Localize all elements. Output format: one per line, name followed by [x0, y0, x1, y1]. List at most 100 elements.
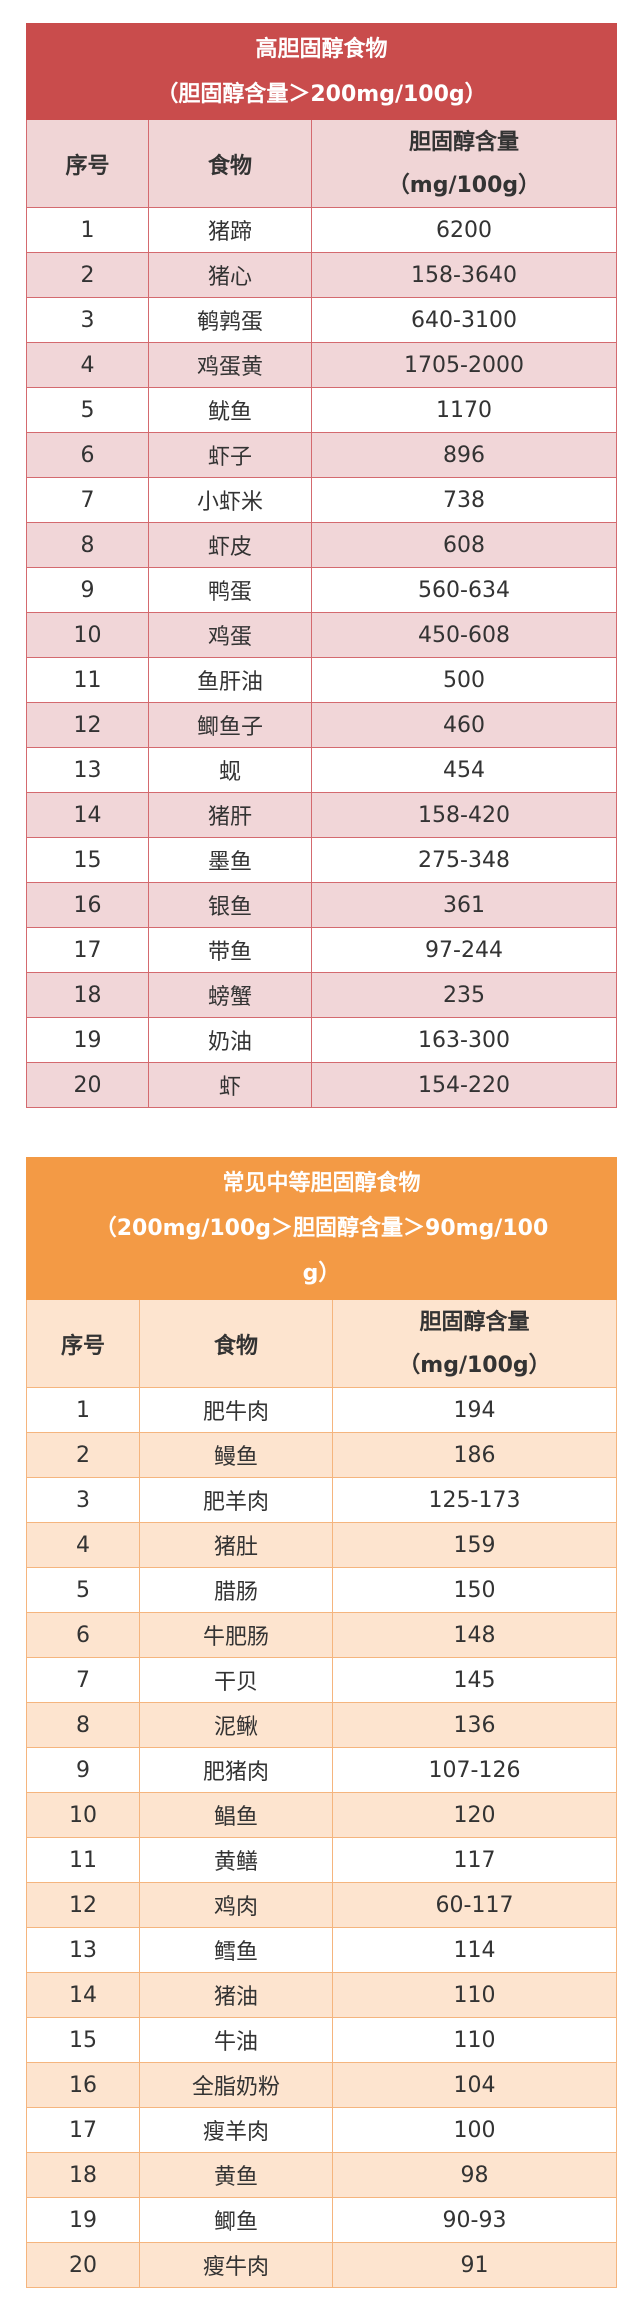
row-number: 11 [26, 1837, 140, 1883]
table-row: 13 鳕鱼 114 [26, 1927, 617, 1973]
row-number: 4 [26, 1522, 140, 1568]
cholesterol-value: 450-608 [311, 612, 617, 658]
table-row: 6 牛肥肠 148 [26, 1612, 617, 1658]
food-name: 虾皮 [148, 522, 312, 568]
table-header-row: 序号 食物 胆固醇含量 （mg/100g） [26, 1299, 617, 1388]
food-name: 黄鳝 [139, 1837, 333, 1883]
cholesterol-value: 1705-2000 [311, 342, 617, 388]
cholesterol-value: 117 [332, 1837, 617, 1883]
high-cholesterol-table: 高胆固醇食物 （胆固醇含量＞200mg/100g） 序号 食物 胆固醇含量 （m… [26, 23, 617, 1108]
table-title: 常见中等胆固醇食物 [222, 1171, 421, 1196]
row-number: 16 [26, 882, 149, 928]
food-name: 鳗鱼 [139, 1432, 333, 1478]
table-row: 3 鹌鹑蛋 640-3100 [26, 297, 617, 343]
row-number: 12 [26, 1882, 140, 1928]
food-name: 螃蟹 [148, 972, 312, 1018]
cholesterol-value: 500 [311, 657, 617, 703]
food-name: 小虾米 [148, 477, 312, 523]
table-row: 18 黄鱼 98 [26, 2152, 617, 2198]
row-number: 10 [26, 612, 149, 658]
food-name: 牛肥肠 [139, 1612, 333, 1658]
table-row: 1 猪蹄 6200 [26, 207, 617, 253]
row-number: 20 [26, 1062, 149, 1108]
table-row: 8 虾皮 608 [26, 522, 617, 568]
food-name: 肥牛肉 [139, 1387, 333, 1433]
cholesterol-value: 145 [332, 1657, 617, 1703]
header-no: 序号 [26, 119, 149, 208]
header-food: 食物 [139, 1299, 333, 1388]
food-name: 墨鱼 [148, 837, 312, 883]
table-row: 14 猪肝 158-420 [26, 792, 617, 838]
table-row: 1 肥牛肉 194 [26, 1387, 617, 1433]
table-row: 9 鸭蛋 560-634 [26, 567, 617, 613]
cholesterol-value: 275-348 [311, 837, 617, 883]
food-name: 黄鱼 [139, 2152, 333, 2198]
cholesterol-value: 154-220 [311, 1062, 617, 1108]
table-row: 12 鸡肉 60-117 [26, 1882, 617, 1928]
cholesterol-value: 194 [332, 1387, 617, 1433]
cholesterol-value: 158-420 [311, 792, 617, 838]
table-row: 4 猪肚 159 [26, 1522, 617, 1568]
row-number: 15 [26, 837, 149, 883]
food-name: 银鱼 [148, 882, 312, 928]
table-row: 7 小虾米 738 [26, 477, 617, 523]
cholesterol-value: 608 [311, 522, 617, 568]
row-number: 14 [26, 1972, 140, 2018]
table-row: 14 猪油 110 [26, 1972, 617, 2018]
medium-cholesterol-table-body: 常见中等胆固醇食物 （200mg/100g＞胆固醇含量＞90mg/100 g） … [26, 1157, 617, 2288]
table-row: 10 鲳鱼 120 [26, 1792, 617, 1838]
food-name: 鸡蛋黄 [148, 342, 312, 388]
table-row: 15 墨鱼 275-348 [26, 837, 617, 883]
cholesterol-value: 186 [332, 1432, 617, 1478]
row-number: 9 [26, 1747, 140, 1793]
table-row: 19 鲫鱼 90-93 [26, 2197, 617, 2243]
food-name: 干贝 [139, 1657, 333, 1703]
table-row: 15 牛油 110 [26, 2017, 617, 2063]
cholesterol-value: 896 [311, 432, 617, 478]
food-name: 瘦羊肉 [139, 2107, 333, 2153]
food-name: 肥羊肉 [139, 1477, 333, 1523]
cholesterol-value: 150 [332, 1567, 617, 1613]
table-header-row: 序号 食物 胆固醇含量 （mg/100g） [26, 119, 617, 208]
row-number: 17 [26, 927, 149, 973]
table-row: 16 全脂奶粉 104 [26, 2062, 617, 2108]
row-number: 17 [26, 2107, 140, 2153]
cholesterol-value: 163-300 [311, 1017, 617, 1063]
medium-cholesterol-table: 常见中等胆固醇食物 （200mg/100g＞胆固醇含量＞90mg/100 g） … [26, 1157, 617, 2288]
cholesterol-value: 97-244 [311, 927, 617, 973]
row-number: 4 [26, 342, 149, 388]
row-number: 5 [26, 387, 149, 433]
food-name: 牛油 [139, 2017, 333, 2063]
cholesterol-value: 1170 [311, 387, 617, 433]
cholesterol-value: 110 [332, 1972, 617, 2018]
table-title-row: 常见中等胆固醇食物 （200mg/100g＞胆固醇含量＞90mg/100 g） [26, 1157, 617, 1300]
cholesterol-value: 98 [332, 2152, 617, 2198]
row-number: 14 [26, 792, 149, 838]
row-number: 19 [26, 2197, 140, 2243]
food-name: 鳕鱼 [139, 1927, 333, 1973]
table-row: 17 瘦羊肉 100 [26, 2107, 617, 2153]
header-content: 胆固醇含量 （mg/100g） [311, 119, 617, 208]
header-content-unit: （mg/100g） [398, 1352, 551, 1378]
food-name: 带鱼 [148, 927, 312, 973]
table-row: 2 鳗鱼 186 [26, 1432, 617, 1478]
row-number: 6 [26, 1612, 140, 1658]
cholesterol-value: 91 [332, 2242, 617, 2288]
cholesterol-value: 104 [332, 2062, 617, 2108]
food-name: 虾 [148, 1062, 312, 1108]
table-title: 高胆固醇食物 [255, 36, 388, 62]
table-row: 5 腊肠 150 [26, 1567, 617, 1613]
table-row: 5 鱿鱼 1170 [26, 387, 617, 433]
row-number: 8 [26, 522, 149, 568]
food-name: 猪心 [148, 252, 312, 298]
cholesterol-value: 107-126 [332, 1747, 617, 1793]
row-number: 13 [26, 1927, 140, 1973]
header-content-label: 胆固醇含量 [419, 1309, 530, 1335]
food-name: 肥猪肉 [139, 1747, 333, 1793]
table-row: 3 肥羊肉 125-173 [26, 1477, 617, 1523]
cholesterol-value: 460 [311, 702, 617, 748]
header-food: 食物 [148, 119, 312, 208]
food-name: 鸡蛋 [148, 612, 312, 658]
table-title-row: 高胆固醇食物 （胆固醇含量＞200mg/100g） [26, 23, 617, 120]
table-row: 9 肥猪肉 107-126 [26, 1747, 617, 1793]
